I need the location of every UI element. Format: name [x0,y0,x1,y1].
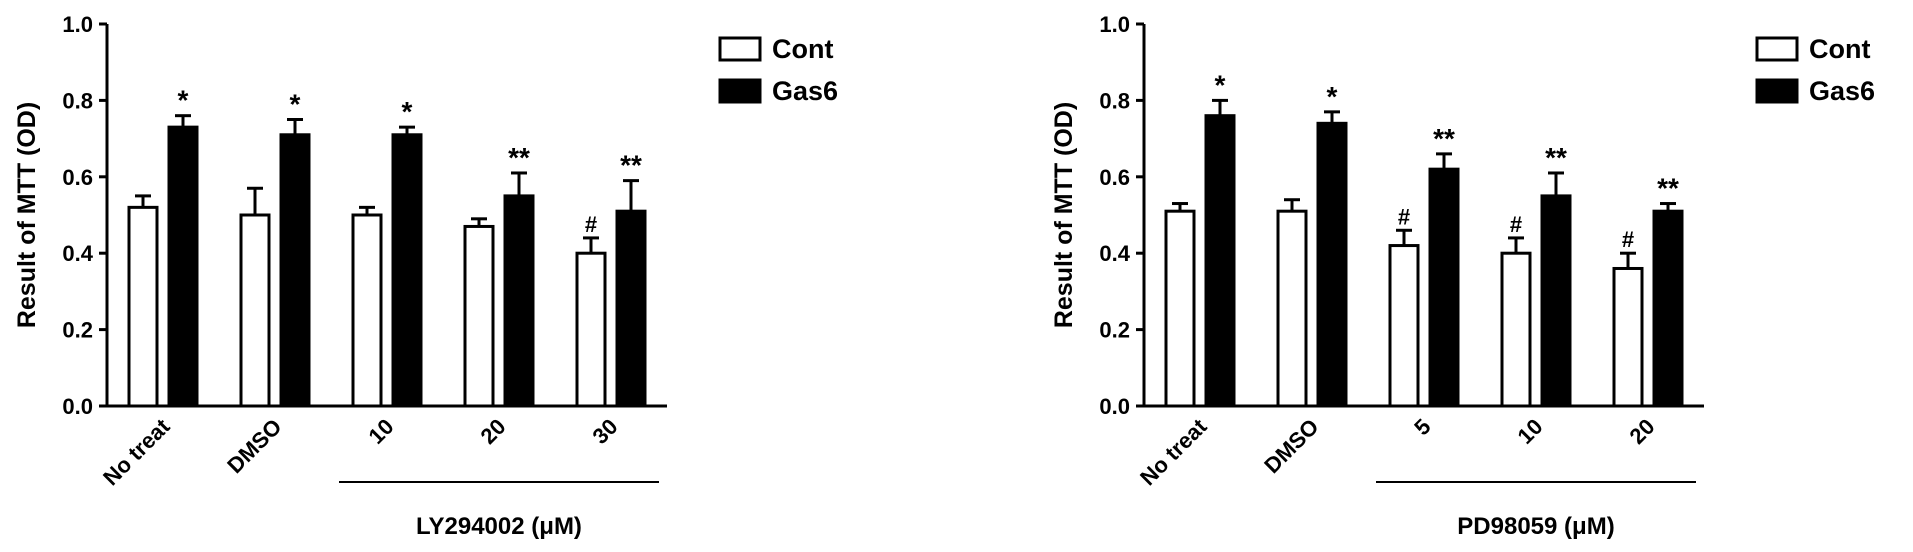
significance-label: # [1510,212,1522,237]
y-tick-label: 0.6 [62,165,93,190]
bar [1612,266,1644,408]
x-tick-label: 10 [1513,414,1548,449]
chart: 0.0 0.2 0.4 0.6 0.8 1.0 Result of MTT (OD) Cont… [13,12,838,540]
significance-label: ** [620,150,642,181]
y-tick-label: 0.6 [1099,165,1130,190]
x-tick-label: 10 [364,414,399,449]
legend-swatch [718,78,762,104]
y-axis-label: Result of MTT (OD) [13,102,41,328]
significance-label: ** [508,142,530,173]
x-tick-label: DMSO [222,414,286,478]
bar [503,194,535,408]
bar [575,251,607,408]
y-tick-label: 0.4 [1099,241,1130,266]
bar [167,125,199,408]
x-tick-label: DMSO [1259,414,1323,478]
significance-label: * [1327,81,1338,112]
bar [1204,114,1236,408]
legend-label: Cont [1809,34,1870,64]
legend-swatch [718,36,762,62]
y-tick-label: 0.0 [62,394,93,419]
bar [279,133,311,408]
x-tick-label: 5 [1409,414,1435,440]
bar [1316,121,1348,408]
x-tick-label: No treat [1135,413,1212,490]
bar [351,213,383,408]
bar [1388,244,1420,408]
bar [1500,251,1532,408]
y-axis-label: Result of MTT (OD) [1050,102,1078,328]
significance-label: * [178,85,189,116]
x-tick-label: 30 [588,414,623,449]
significance-label: # [1398,204,1410,229]
y-tick-label: 0.8 [1099,88,1130,113]
bar [391,133,423,408]
bar [1164,209,1196,408]
y-tick-label: 1.0 [62,12,93,37]
bar [615,209,647,408]
group-label: LY294002 (μM) [416,513,582,540]
bar [1652,209,1684,408]
significance-label: ** [1657,173,1679,204]
significance-label: # [1622,227,1634,252]
significance-label: # [585,212,597,237]
x-tick-label: 20 [476,414,511,449]
bar [127,205,159,408]
bar [239,213,271,408]
x-tick-label: 20 [1625,414,1660,449]
bar [463,224,495,408]
bar [1540,194,1572,408]
y-tick-label: 0.2 [62,318,93,343]
bar [1428,167,1460,408]
significance-label: * [1215,69,1226,100]
bar [1276,209,1308,408]
legend-swatch [1755,78,1799,104]
significance-label: ** [1545,142,1567,173]
legend-label: Gas6 [1809,76,1875,106]
y-tick-label: 0.2 [1099,318,1130,343]
legend-label: Gas6 [772,76,838,106]
x-tick-label: No treat [98,413,175,490]
y-tick-label: 1.0 [1099,12,1130,37]
y-tick-label: 0.4 [62,241,93,266]
legend-swatch [1755,36,1799,62]
legend-label: Cont [772,34,833,64]
chart: 0.0 0.2 0.4 0.6 0.8 1.0 Result of MTT (OD) Cont… [1050,12,1875,540]
significance-label: ** [1433,123,1455,154]
y-tick-label: 0.0 [1099,394,1130,419]
y-tick-label: 0.8 [62,88,93,113]
significance-label: * [290,89,301,120]
group-label: PD98059 (μM) [1457,513,1614,540]
significance-label: * [402,96,413,127]
